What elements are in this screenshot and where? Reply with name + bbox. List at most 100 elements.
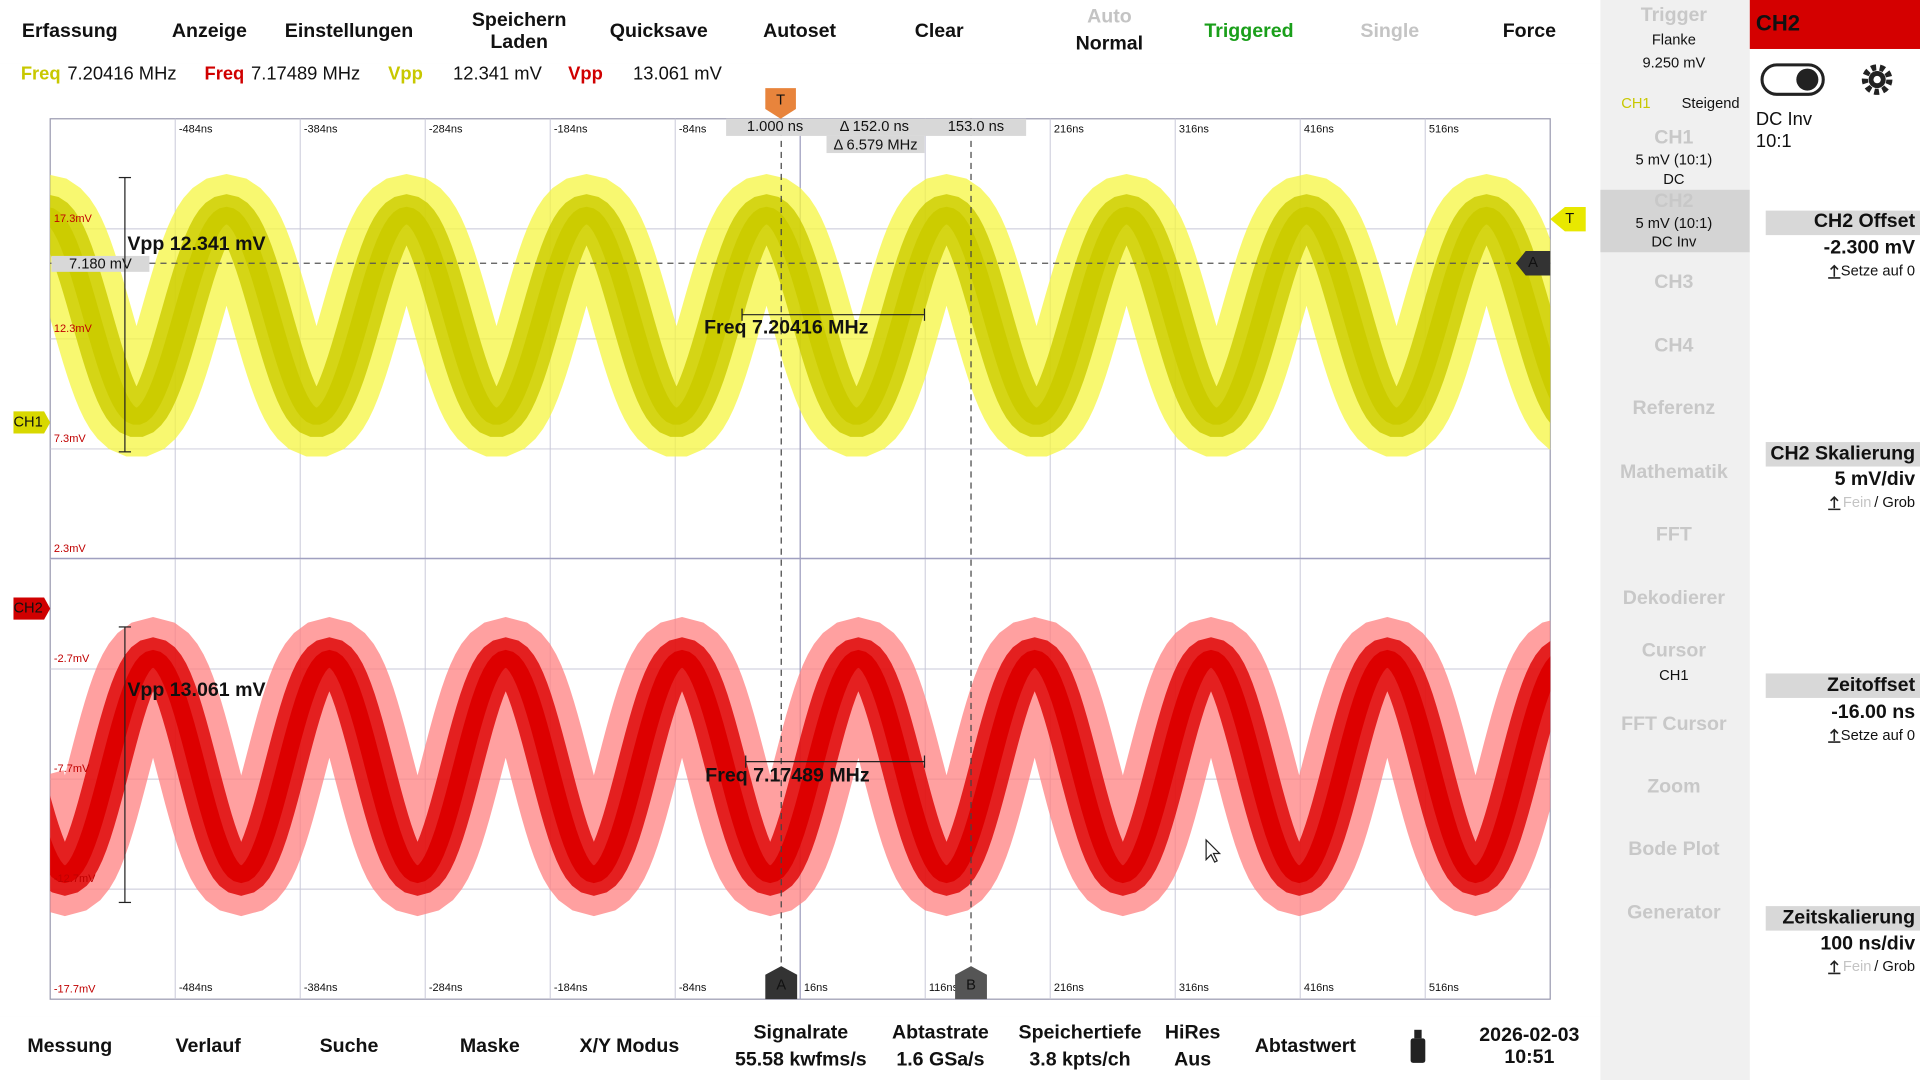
status-label[interactable]: Speichertiefe: [1019, 1022, 1142, 1044]
channel-button[interactable]: CH1: [1654, 127, 1693, 149]
menu-item[interactable]: Triggered: [1204, 20, 1293, 42]
side-menu-item[interactable]: Generator: [1627, 902, 1721, 924]
menu-item[interactable]: Single: [1360, 20, 1419, 42]
channel-marker: CH2: [13, 600, 42, 616]
trigger-level[interactable]: 9.250 mV: [1642, 56, 1705, 72]
menu-item[interactable]: Force: [1503, 20, 1556, 42]
fine-option[interactable]: Fein: [1843, 959, 1872, 975]
status-value[interactable]: 3.8 kpts/ch: [1029, 1049, 1130, 1071]
section-value[interactable]: -16.00 ns: [1831, 701, 1915, 723]
menu-item[interactable]: Clear: [915, 20, 964, 42]
measurement-value: 13.061 mV: [633, 63, 723, 84]
voltage-label: -2.7mV: [54, 653, 90, 665]
menu-item[interactable]: Normal: [1076, 32, 1143, 54]
channel-coupling[interactable]: DC: [1663, 172, 1685, 188]
time-scale-header: [1765, 906, 1920, 931]
coarse-option[interactable]: / Grob: [1874, 959, 1915, 975]
side-menu-item[interactable]: Dekodierer: [1623, 587, 1726, 609]
bottom-menu-item[interactable]: Verlauf: [176, 1035, 242, 1057]
cursor-readout: Δ 152.0 ns: [840, 119, 909, 135]
section-title[interactable]: CH2 Offset: [1814, 210, 1916, 232]
time-offset-header: [1765, 673, 1920, 698]
side-menu-item[interactable]: Mathematik: [1620, 461, 1728, 483]
mouse-pointer: [1205, 838, 1222, 863]
trigger-level-label: 7.180 mV: [69, 256, 132, 272]
section-title[interactable]: Zeitskalierung: [1782, 907, 1915, 929]
section-title[interactable]: Zeitoffset: [1827, 674, 1916, 696]
time-label: 216ns: [1054, 124, 1085, 136]
time-label: 316ns: [1179, 982, 1210, 994]
side-menu-item[interactable]: CH3: [1654, 271, 1693, 293]
measurement-annotation: Vpp 12.341 mV: [127, 233, 265, 255]
trigger-source[interactable]: CH1: [1621, 96, 1650, 112]
cursor-b-marker: [955, 966, 987, 1000]
menu-item[interactable]: Quicksave: [610, 20, 708, 42]
voltage-label: 2.3mV: [54, 543, 86, 555]
status-label[interactable]: Signalrate: [753, 1022, 848, 1044]
section-value[interactable]: -2.300 mV: [1824, 237, 1915, 259]
bottom-menu-item[interactable]: Maske: [460, 1035, 520, 1057]
measurement-annotation: Vpp 13.061 mV: [127, 679, 265, 701]
fine-option[interactable]: Fein: [1843, 495, 1872, 511]
coarse-option[interactable]: / Grob: [1874, 495, 1915, 511]
ch1-marker: [13, 411, 51, 434]
cursor-source[interactable]: CH1: [1659, 668, 1688, 684]
reset-button[interactable]: Setze auf 0: [1841, 728, 1915, 744]
trigger-title[interactable]: Trigger: [1641, 4, 1708, 26]
time-label: -184ns: [554, 982, 588, 994]
reset-button[interactable]: Setze auf 0: [1841, 264, 1915, 280]
channel-probe: 10:1: [1756, 130, 1792, 151]
side-menu-item[interactable]: FFT: [1656, 523, 1692, 545]
channel-panel: [1749, 0, 1920, 1080]
time-label: -84ns: [679, 982, 707, 994]
time-label: 116ns: [929, 982, 959, 994]
marker-label: A: [1528, 255, 1538, 271]
waveform-core: [50, 206, 1551, 425]
channel-scale[interactable]: 5 mV (10:1): [1636, 216, 1713, 232]
measurement-label: Freq: [21, 63, 61, 84]
side-menu-item[interactable]: Zoom: [1647, 776, 1700, 798]
status-label[interactable]: HiRes: [1165, 1022, 1221, 1044]
sample-mode[interactable]: Abtastwert: [1255, 1035, 1357, 1057]
menu-item[interactable]: Auto: [1087, 5, 1132, 27]
status-value[interactable]: 55.58 kwfms/s: [735, 1049, 867, 1071]
side-menu-item[interactable]: FFT Cursor: [1621, 713, 1727, 735]
bottom-menu-item[interactable]: Suche: [320, 1035, 379, 1057]
section-title[interactable]: CH2 Skalierung: [1770, 442, 1915, 464]
side-menu-item[interactable]: Referenz: [1633, 397, 1716, 419]
bottom-menu-item[interactable]: X/Y Modus: [580, 1035, 680, 1057]
channel-button[interactable]: CH2: [1654, 190, 1693, 212]
menu-item[interactable]: Erfassung: [22, 20, 118, 42]
waveform-core: [50, 649, 1551, 884]
bottom-bar: [0, 1016, 1601, 1080]
menu-item[interactable]: Anzeige: [172, 20, 247, 42]
menu-item[interactable]: Einstellungen: [285, 20, 413, 42]
channel-title: CH2: [1756, 10, 1800, 35]
status-label[interactable]: Abtastrate: [892, 1022, 989, 1044]
settings-icon[interactable]: [1861, 64, 1893, 95]
side-menu-item[interactable]: Bode Plot: [1628, 838, 1720, 860]
menu-item[interactable]: Speichern: [472, 9, 567, 31]
trigger-slope[interactable]: Steigend: [1682, 96, 1740, 112]
channel-scale[interactable]: 5 mV (10:1): [1636, 152, 1713, 168]
usb-icon: [1410, 1029, 1426, 1063]
menu-item[interactable]: Laden: [490, 31, 548, 53]
toggle-knob: [1796, 68, 1819, 91]
side-menu-item[interactable]: Cursor: [1642, 640, 1707, 662]
marker-label: T: [776, 92, 785, 108]
trigger-type[interactable]: Flanke: [1652, 32, 1696, 48]
channel-coupling: DC Inv: [1756, 108, 1813, 129]
menu-item[interactable]: Autoset: [763, 20, 836, 42]
bottom-menu-item[interactable]: Messung: [27, 1035, 112, 1057]
marker-label: B: [966, 978, 976, 994]
side-menu-item[interactable]: CH4: [1654, 335, 1693, 357]
section-value[interactable]: 100 ns/div: [1820, 932, 1915, 954]
measurement-value: 7.20416 MHz: [67, 63, 176, 84]
status-value[interactable]: 1.6 GSa/s: [896, 1049, 984, 1071]
status-value[interactable]: Aus: [1174, 1049, 1211, 1071]
marker-label: T: [1565, 211, 1574, 227]
time-label: -84ns: [679, 124, 707, 136]
ch2-marker: [13, 597, 51, 620]
section-value[interactable]: 5 mV/div: [1835, 468, 1916, 490]
channel-coupling[interactable]: DC Inv: [1651, 234, 1697, 250]
